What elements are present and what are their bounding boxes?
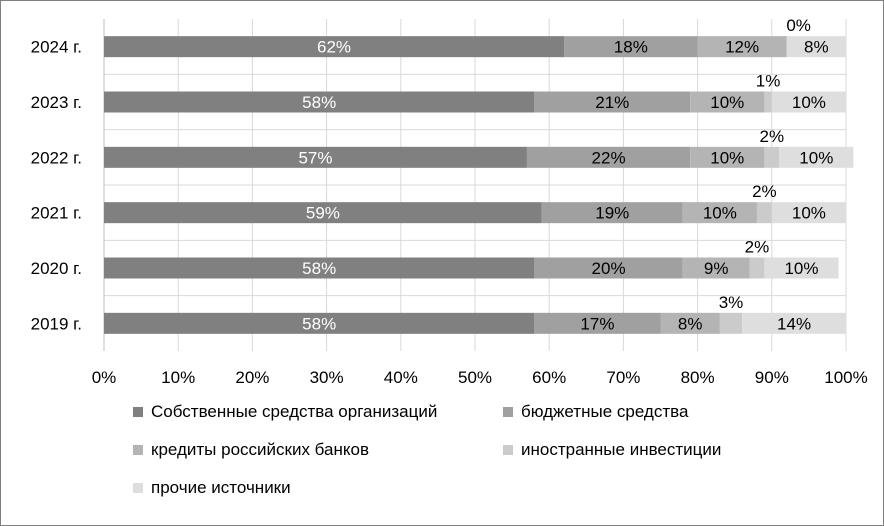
data-label: 20% bbox=[592, 259, 626, 278]
x-tick-label: 10% bbox=[161, 368, 195, 387]
bar-segment bbox=[682, 257, 750, 279]
bar-segment bbox=[779, 146, 854, 168]
data-label: 12% bbox=[725, 38, 759, 57]
legend-item: иностранные инвестиции bbox=[503, 439, 843, 461]
category-label: 2020 г. bbox=[31, 259, 82, 278]
legend-item: Собственные средства организаций bbox=[133, 401, 503, 423]
bar-segment bbox=[771, 202, 846, 224]
legend-swatch bbox=[133, 483, 143, 493]
data-label: 8% bbox=[804, 38, 829, 57]
bar-segment bbox=[682, 202, 757, 224]
data-label: 10% bbox=[703, 204, 737, 223]
legend-label: Собственные средства организаций bbox=[151, 402, 438, 421]
bar-segment bbox=[104, 202, 542, 224]
data-label: 10% bbox=[792, 93, 826, 112]
bar-segment bbox=[660, 312, 720, 334]
data-label: 2% bbox=[760, 127, 785, 146]
bar-segment bbox=[104, 312, 535, 334]
bar-segment bbox=[786, 36, 846, 58]
bar-segment bbox=[749, 257, 765, 279]
data-label: 57% bbox=[298, 148, 332, 167]
data-label: 8% bbox=[678, 314, 703, 333]
bar-segment bbox=[104, 36, 565, 58]
x-tick-label: 40% bbox=[384, 368, 418, 387]
bar-segment bbox=[764, 146, 780, 168]
bar-segment bbox=[719, 312, 743, 334]
bar-segment bbox=[534, 257, 683, 279]
x-tick-label: 0% bbox=[92, 368, 117, 387]
legend-swatch bbox=[503, 445, 513, 455]
bar-segment bbox=[534, 91, 691, 113]
data-label: 2% bbox=[752, 182, 777, 201]
category-label: 2021 г. bbox=[31, 204, 82, 223]
bar-segment bbox=[697, 36, 787, 58]
x-tick-label: 80% bbox=[681, 368, 715, 387]
bar-segment bbox=[104, 146, 527, 168]
data-label: 14% bbox=[777, 314, 811, 333]
x-tick-label: 60% bbox=[532, 368, 566, 387]
data-label: 21% bbox=[595, 93, 629, 112]
bar-segment bbox=[526, 146, 691, 168]
bar-segment bbox=[690, 146, 765, 168]
data-label: 62% bbox=[317, 38, 351, 57]
data-label: 10% bbox=[710, 93, 744, 112]
data-label: 9% bbox=[704, 259, 729, 278]
legend-label: иностранные инвестиции bbox=[521, 440, 722, 459]
bar-segment bbox=[742, 312, 846, 334]
legend-swatch bbox=[133, 407, 143, 417]
legend-label: бюджетные средства bbox=[521, 402, 689, 421]
data-label: 1% bbox=[756, 72, 781, 91]
x-tick-label: 90% bbox=[755, 368, 789, 387]
data-label: 3% bbox=[719, 293, 744, 312]
data-label: 18% bbox=[614, 38, 648, 57]
data-label: 10% bbox=[710, 148, 744, 167]
category-label: 2024 г. bbox=[31, 38, 82, 57]
data-label: 10% bbox=[784, 259, 818, 278]
x-tick-label: 100% bbox=[824, 368, 867, 387]
bar-segment bbox=[564, 36, 698, 58]
data-label: 59% bbox=[306, 204, 340, 223]
data-label: 0% bbox=[786, 16, 811, 35]
data-label: 10% bbox=[799, 148, 833, 167]
bar-segment bbox=[534, 312, 661, 334]
category-label: 2019 г. bbox=[31, 314, 82, 333]
bar-segment bbox=[541, 202, 683, 224]
data-label: 58% bbox=[302, 259, 336, 278]
bar-segment bbox=[104, 91, 535, 113]
bar-segment bbox=[756, 202, 772, 224]
bar-segment bbox=[104, 257, 535, 279]
data-label: 58% bbox=[302, 93, 336, 112]
legend-label: кредиты российских банков bbox=[151, 440, 369, 459]
x-tick-label: 20% bbox=[235, 368, 269, 387]
bar-segment bbox=[771, 91, 846, 113]
category-label: 2023 г. bbox=[31, 93, 82, 112]
x-tick-label: 70% bbox=[606, 368, 640, 387]
legend-label: прочие источники bbox=[151, 478, 291, 497]
bar-segment bbox=[764, 91, 772, 113]
legend-item: бюджетные средства bbox=[503, 401, 843, 423]
data-label: 2% bbox=[745, 238, 770, 257]
legend-item: прочие источники bbox=[133, 477, 503, 499]
x-tick-label: 30% bbox=[310, 368, 344, 387]
bar-segment bbox=[690, 91, 765, 113]
category-label: 2022 г. bbox=[31, 148, 82, 167]
legend: Собственные средства организаций бюджетны… bbox=[133, 401, 853, 499]
legend-swatch bbox=[503, 407, 513, 417]
x-tick-label: 50% bbox=[458, 368, 492, 387]
data-label: 10% bbox=[792, 204, 826, 223]
data-label: 19% bbox=[595, 204, 629, 223]
legend-item: кредиты российских банков bbox=[133, 439, 503, 461]
data-label: 58% bbox=[302, 314, 336, 333]
data-label: 22% bbox=[592, 148, 626, 167]
bar-segment bbox=[764, 257, 839, 279]
legend-swatch bbox=[133, 445, 143, 455]
data-label: 17% bbox=[580, 314, 614, 333]
